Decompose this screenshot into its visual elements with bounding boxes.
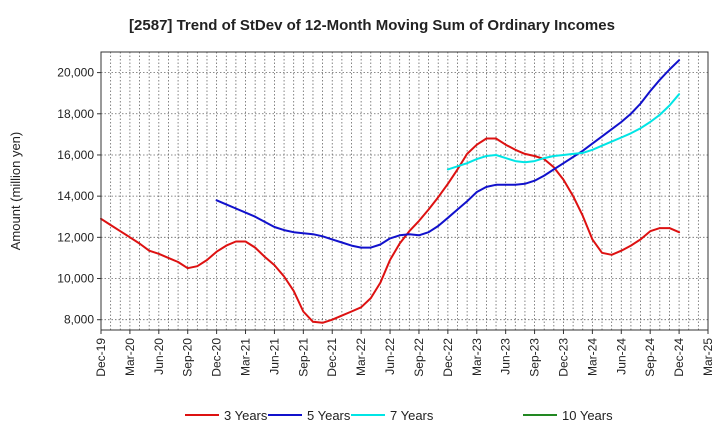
series-line-3-years [100,137,681,324]
x-tick-label: Dec-22 [441,338,455,377]
legend: 3 Years 5 Years 7 Years 10 Years [185,408,613,423]
x-tick-label: Dec-21 [325,338,339,377]
x-tick-label: Sep-23 [528,338,542,377]
x-tick-label: Dec-24 [672,338,686,377]
y-axis: 8,000 10,000 12,000 14,000 16,000 18,000 20,00… [57,66,101,327]
chart-title: [2587] Trend of StDev of 12-Month Moving… [129,17,615,34]
x-tick-label: Mar-20 [123,338,137,376]
x-axis: Dec-19 Mar-20 Jun-20 Sep-20 Dec-20 Mar-21 Jun-… [94,330,715,377]
x-tick-label: Dec-23 [556,338,570,377]
x-tick-label: Dec-19 [94,338,108,377]
x-tick-label: Mar-21 [239,338,253,376]
x-tick-label: Sep-24 [643,338,657,377]
y-tick-label: 10,000 [57,272,94,286]
y-tick-label: 16,000 [57,148,94,162]
x-tick-label: Sep-20 [181,338,195,377]
x-tick-label: Sep-21 [296,338,310,377]
y-tick-label: 14,000 [57,189,94,203]
plot-frame [100,51,709,331]
series-line-7-years [446,93,681,171]
legend-label-10-years: 10 Years [562,408,613,423]
y-tick-label: 20,000 [57,66,94,80]
x-tick-label: Jun-24 [614,338,628,375]
x-tick-label: Mar-22 [354,338,368,376]
series-lines [100,59,681,324]
x-tick-label: Dec-20 [210,338,224,377]
legend-label-7-years: 7 Years [390,408,434,423]
x-tick-label: Jun-21 [267,338,281,375]
x-tick-label: Jun-22 [383,338,397,375]
x-tick-label: Mar-25 [701,338,715,376]
y-tick-label: 8,000 [64,313,94,327]
plot-area [101,52,708,330]
y-tick-label: 12,000 [57,230,94,244]
legend-label-3-years: 3 Years [224,408,268,423]
y-tick-label: 18,000 [57,107,94,121]
legend-label-5-years: 5 Years [307,408,351,423]
x-tick-label: Sep-22 [412,338,426,377]
series-line-5-years [215,59,681,249]
x-tick-label: Jun-23 [499,338,513,375]
x-tick-label: Jun-20 [152,338,166,375]
y-axis-label: Amount (million yen) [8,132,23,251]
x-tick-label: Mar-23 [470,338,484,376]
x-tick-label: Mar-24 [585,338,599,376]
grid-lines [100,52,709,330]
